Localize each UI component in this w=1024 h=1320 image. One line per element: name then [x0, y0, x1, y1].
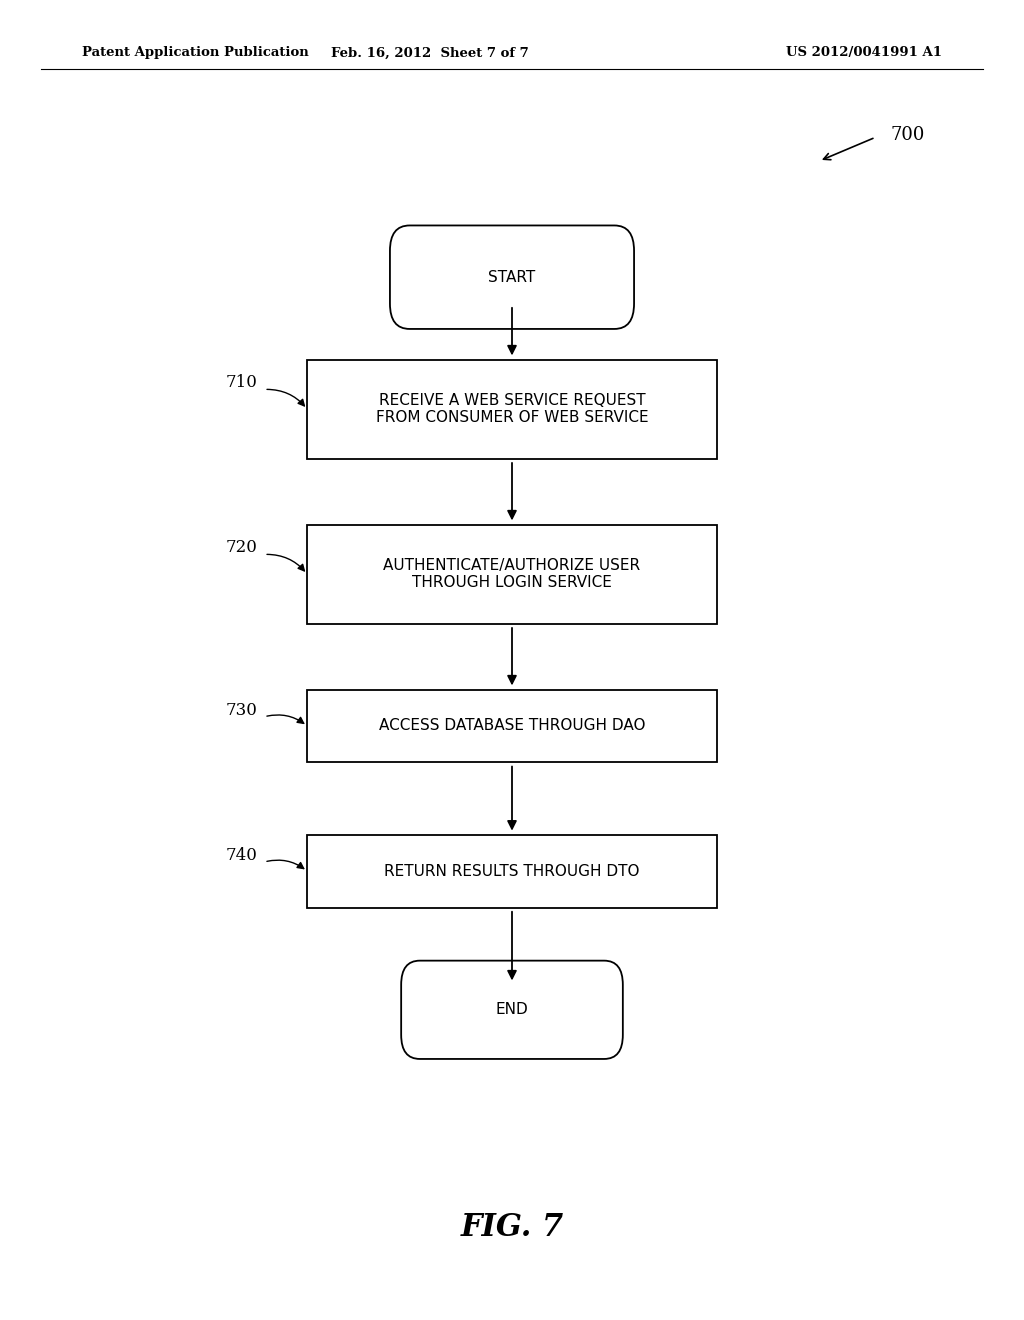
Bar — [307, 525, 717, 624]
Text: AUTHENTICATE/AUTHORIZE USER
THROUGH LOGIN SERVICE: AUTHENTICATE/AUTHORIZE USER THROUGH LOGI… — [383, 558, 641, 590]
Bar — [307, 360, 717, 459]
Text: 740: 740 — [225, 847, 257, 863]
Text: Feb. 16, 2012  Sheet 7 of 7: Feb. 16, 2012 Sheet 7 of 7 — [331, 46, 529, 59]
Text: 700: 700 — [891, 125, 926, 144]
Text: START: START — [488, 269, 536, 285]
Text: Patent Application Publication: Patent Application Publication — [82, 46, 308, 59]
Text: US 2012/0041991 A1: US 2012/0041991 A1 — [786, 46, 942, 59]
FancyBboxPatch shape — [390, 226, 634, 329]
Bar — [307, 689, 717, 763]
FancyBboxPatch shape — [401, 961, 623, 1059]
Text: RETURN RESULTS THROUGH DTO: RETURN RESULTS THROUGH DTO — [384, 863, 640, 879]
Text: RECEIVE A WEB SERVICE REQUEST
FROM CONSUMER OF WEB SERVICE: RECEIVE A WEB SERVICE REQUEST FROM CONSU… — [376, 393, 648, 425]
Text: 720: 720 — [225, 540, 257, 556]
Text: END: END — [496, 1002, 528, 1018]
Text: 730: 730 — [225, 702, 257, 718]
Bar — [307, 836, 717, 908]
Text: FIG. 7: FIG. 7 — [461, 1212, 563, 1243]
Text: ACCESS DATABASE THROUGH DAO: ACCESS DATABASE THROUGH DAO — [379, 718, 645, 734]
Text: 710: 710 — [225, 375, 257, 391]
